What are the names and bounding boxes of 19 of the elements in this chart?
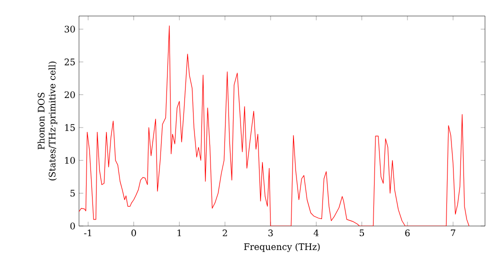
y-tick-label: 5 — [70, 190, 75, 197]
x-axis-title: Frequency (THz) — [244, 243, 320, 252]
line-series — [79, 26, 470, 226]
y-tick-label: 20 — [64, 91, 75, 98]
y-axis-title: Phonon DOS (States/THz·primitive cell) — [38, 62, 58, 180]
x-tick-label: 1 — [178, 230, 181, 236]
x-tick-label: 3 — [268, 230, 273, 236]
x-tick-label: 7 — [450, 230, 456, 236]
x-tick-label: -1 — [84, 230, 92, 236]
y-tick-label: 10 — [65, 156, 75, 164]
x-tick-label: 0 — [131, 230, 136, 236]
x-tick-label: 2 — [222, 230, 227, 236]
y-tick-label: 15 — [65, 124, 75, 131]
y-tick-label: 0 — [70, 222, 75, 230]
y-tick-label: 25 — [64, 58, 75, 66]
x-tick-label: 4 — [314, 230, 319, 236]
x-tick-label: 5 — [360, 230, 364, 236]
y-tick-label: 30 — [64, 26, 75, 33]
x-tick-label: 6 — [405, 230, 410, 236]
